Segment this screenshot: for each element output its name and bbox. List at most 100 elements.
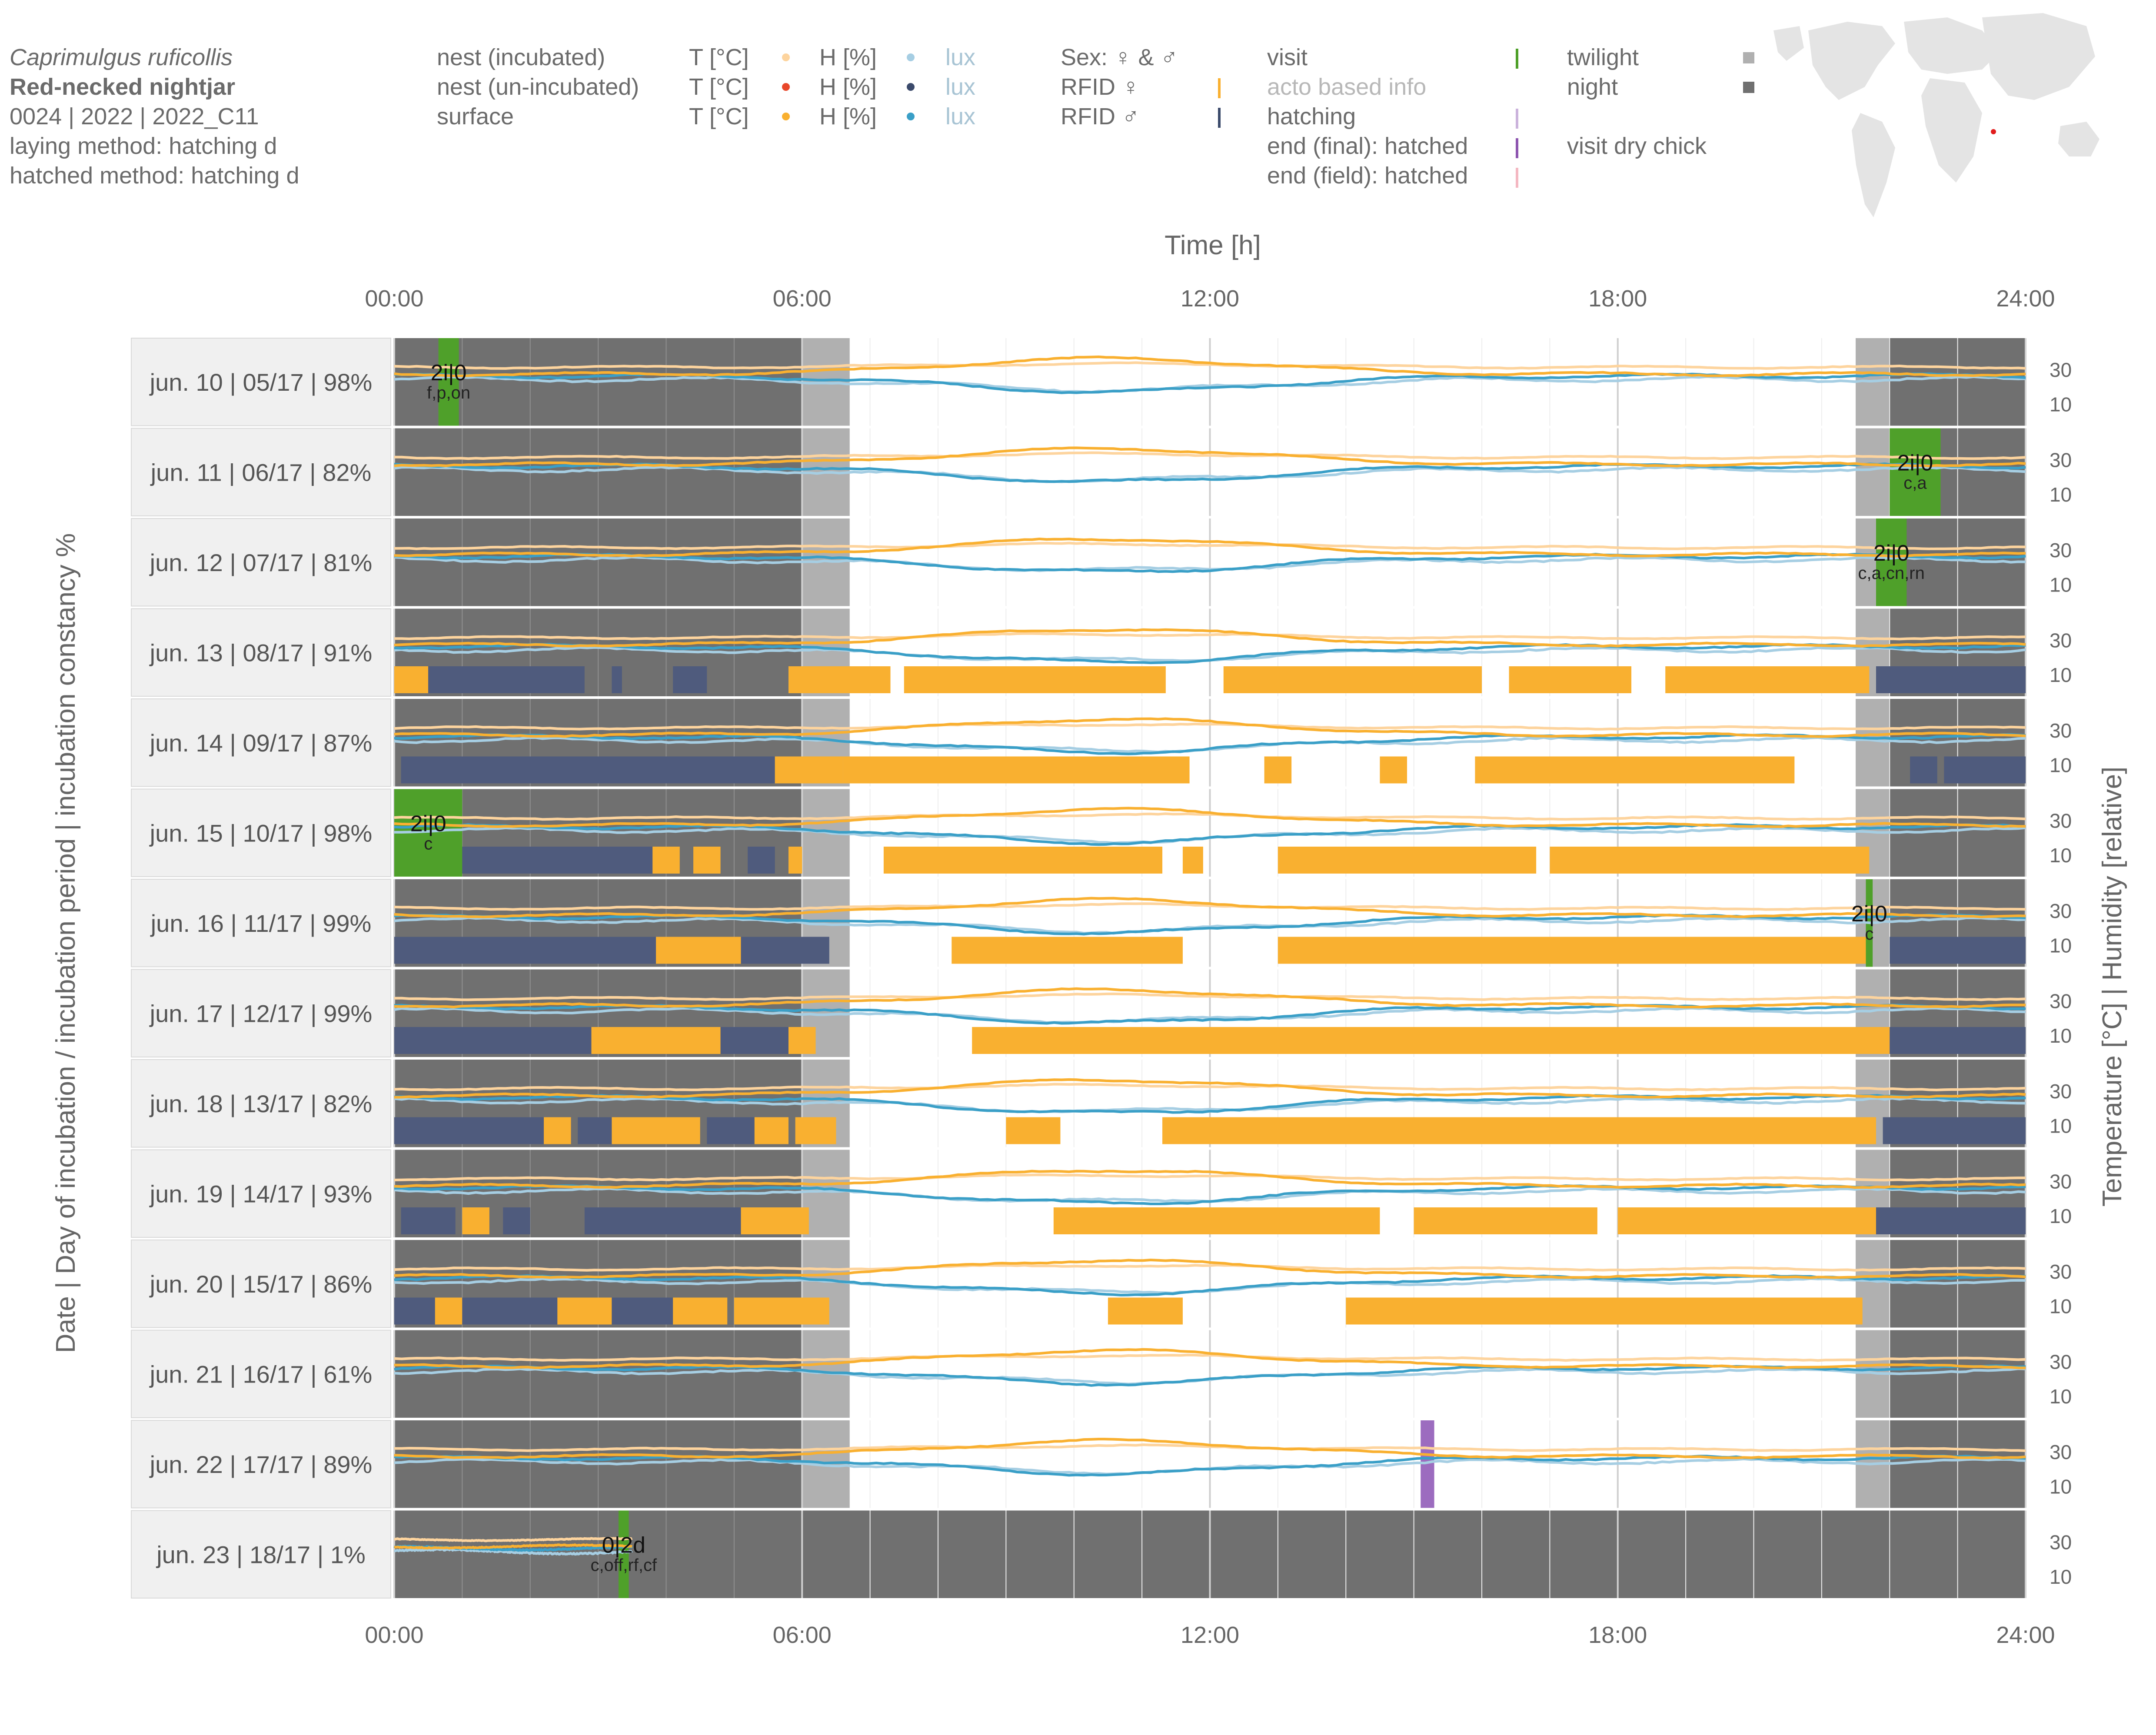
legend-lux-label: lux	[945, 44, 975, 70]
rfid-female-bar	[693, 847, 721, 874]
legend-light: twilight night visit dry chick	[1567, 44, 1754, 159]
legend-dry-chick-label: visit dry chick	[1567, 133, 1707, 159]
twilight-band	[802, 1150, 850, 1237]
legend-hum-label: H [%]	[819, 44, 877, 70]
species-latin: Caprimulgus ruficollis	[10, 44, 233, 70]
rfid-female-bar	[1006, 1117, 1061, 1144]
legend-lux-label: lux	[945, 74, 975, 100]
visit-sub: c	[424, 834, 433, 854]
temp-surface-line	[394, 628, 2026, 648]
row-label: jun. 12 | 07/17 | 81%	[149, 549, 373, 576]
y-tick-label: 30	[2050, 990, 2072, 1012]
y-tick-label: 30	[2050, 719, 2072, 742]
rfid-female-bar	[972, 1027, 1890, 1054]
temp-incubated-line	[394, 812, 2026, 821]
y-tick-label: 10	[2050, 1476, 2072, 1498]
legend-sensor-label: surface	[437, 103, 514, 130]
rfid-female-bar	[1053, 1207, 1380, 1234]
humidity-surface-line	[394, 1184, 2026, 1205]
rfid-female-bar	[1617, 1207, 1876, 1234]
world-map-inset	[1773, 13, 2099, 217]
x-tick-label: 12:00	[1181, 286, 1239, 312]
rfid-female-bar	[788, 1027, 816, 1054]
x-axis-top: 00:00 06:00 12:00 18:00 24:00	[365, 286, 2055, 312]
visit-sub: c	[1865, 924, 1873, 944]
row-strip	[131, 1330, 391, 1418]
rfid-female-bar	[1182, 847, 1203, 874]
row-label: jun. 18 | 13/17 | 82%	[149, 1090, 373, 1117]
rfid-female-bar	[775, 756, 843, 784]
y-tick-label: 10	[2050, 1295, 2072, 1318]
legend-temp-label: T [°C]	[689, 103, 749, 130]
legend-events: visit acto based info hatching end (fina…	[1267, 44, 1518, 189]
temp-surface-line	[394, 356, 2026, 377]
temp-surface-line	[394, 1348, 2026, 1369]
temp-incubated-line	[394, 451, 2026, 460]
rfid-male-bar	[394, 937, 656, 964]
rfid-male-bar	[1890, 1027, 2026, 1054]
temp-incubated-line	[394, 1537, 633, 1542]
legend-hum-dot	[907, 83, 915, 91]
row-strip	[131, 1059, 391, 1148]
visit-code: 2i|0	[1851, 901, 1887, 927]
rfid-male-bar	[428, 666, 585, 693]
temp-surface-line	[394, 1438, 2026, 1459]
temp-incubated-line	[394, 902, 2026, 911]
y-tick-label: 30	[2050, 449, 2072, 471]
rfid-male-bar	[1890, 937, 2026, 964]
legend-lux-label: lux	[945, 103, 975, 130]
rfid-female-bar	[788, 666, 891, 693]
x-tick-label: 12:00	[1181, 1622, 1239, 1648]
rfid-female-bar	[883, 847, 1163, 874]
rfid-male-bar	[1910, 756, 1937, 784]
y-tick-label: 10	[2050, 934, 2072, 957]
rfid-male-bar	[394, 1117, 544, 1144]
day-row: jun. 13 | 08/17 | 91% 30 10	[131, 608, 2072, 697]
rfid-male-bar	[673, 666, 707, 693]
visit-sub: c,a	[1903, 474, 1927, 493]
rfid-female-bar	[788, 847, 802, 874]
humidity-incubated-line	[394, 375, 2026, 394]
visit-sub: c,a,cn,rn	[1858, 564, 1924, 583]
day-row: jun. 10 | 05/17 | 98% 30 10 2i|0f,p,on	[131, 338, 2072, 426]
legend-end-field-swatch	[1516, 168, 1518, 188]
x-tick-label: 18:00	[1588, 286, 1647, 312]
rfid-female-bar	[1380, 756, 1407, 784]
visit-code: 2i|0	[1897, 451, 1933, 476]
rfid-male-bar	[1876, 1207, 2026, 1234]
visit-marker	[1876, 519, 1907, 606]
day-row: jun. 16 | 11/17 | 99% 30 10 2i|0c	[131, 879, 2072, 967]
visit-marker	[619, 1510, 629, 1598]
y-tick-label: 10	[2050, 1205, 2072, 1227]
rfid-female-bar	[1346, 1297, 1863, 1325]
legend-event-label: hatching	[1267, 103, 1356, 130]
temp-surface-line	[394, 1259, 2026, 1279]
humidity-surface-line	[394, 553, 2026, 573]
rfid-female-bar	[754, 1117, 789, 1144]
row-strip	[131, 1149, 391, 1238]
y-axis-left-title: Date | Day of incubation / incubation pe…	[51, 533, 81, 1353]
x-tick-label: 06:00	[773, 1622, 832, 1648]
legend-hum-dot	[907, 113, 915, 120]
day-row: jun. 21 | 16/17 | 61% 30 10	[131, 1330, 2072, 1418]
day-row: jun. 20 | 15/17 | 86% 30 10	[131, 1240, 2072, 1328]
humidity-incubated-line	[394, 1548, 633, 1556]
rfid-female-bar	[612, 1117, 700, 1144]
y-tick-label: 30	[2050, 359, 2072, 381]
y-tick-label: 30	[2050, 1441, 2072, 1463]
legend-rfid-female-swatch	[1218, 78, 1221, 98]
y-tick-label: 10	[2050, 754, 2072, 777]
x-tick-label: 24:00	[1996, 286, 2055, 312]
temp-incubated-line	[394, 1173, 2026, 1182]
row-label: jun. 22 | 17/17 | 89%	[149, 1451, 373, 1478]
humidity-incubated-line	[394, 1007, 2026, 1024]
rfid-female-bar	[952, 937, 1183, 964]
y-tick-label: 30	[2050, 900, 2072, 922]
rfid-male-bar	[707, 1117, 755, 1144]
record-ids: 0024 | 2022 | 2022_C11	[10, 103, 259, 130]
rfid-female-bar	[1475, 756, 1795, 784]
rfid-male-bar	[1883, 1117, 2026, 1144]
rfid-female-bar	[462, 1207, 489, 1234]
